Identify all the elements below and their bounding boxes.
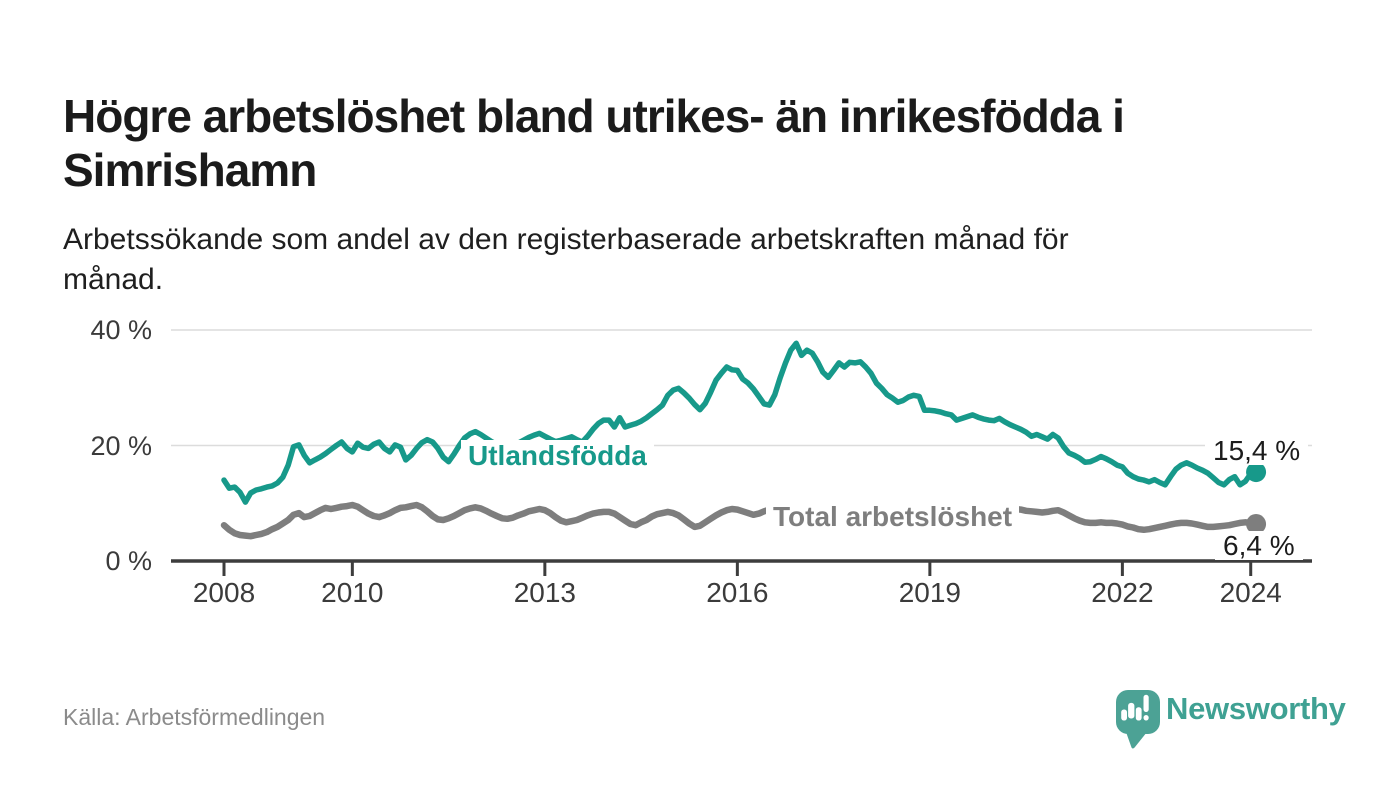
page-title: Högre arbetslöshet bland utrikes- än inr… xyxy=(63,89,1363,197)
x-tick-label: 2016 xyxy=(706,577,769,608)
source-note: Källa: Arbetsförmedlingen xyxy=(63,704,326,730)
y-tick-label: 20 % xyxy=(90,430,152,461)
series-label-utlandsfodda: Utlandsfödda xyxy=(461,440,654,472)
page-subtitle-line2: månad. xyxy=(63,263,164,296)
page-subtitle-line1: Arbetssökande som andel av den registerb… xyxy=(63,223,1069,256)
x-tick-label: 2019 xyxy=(898,577,962,608)
x-tick-label: 2010 xyxy=(321,577,384,608)
line-total-arbetsloshet xyxy=(220,501,1260,540)
page-subtitle: Arbetssökande som andel av den registerb… xyxy=(63,220,1363,300)
x-tick-label: 2008 xyxy=(192,577,256,608)
y-tick-label: 40 % xyxy=(90,315,152,345)
newsworthy-logo-text: Newsworthy xyxy=(1166,691,1346,726)
x-tick-label: 2022 xyxy=(1091,577,1154,608)
end-value-label-utlandsfodda: 15,4 % xyxy=(1205,436,1309,465)
newsworthy-logo-icon xyxy=(1116,690,1160,749)
line-utlandsfodda xyxy=(221,340,1259,505)
end-value-label-total: 6,4 % xyxy=(1215,531,1303,560)
page-title-line2: Simrishamn xyxy=(63,143,317,196)
x-tick-label: 2013 xyxy=(513,577,576,608)
x-tick-label: 2024 xyxy=(1219,577,1282,608)
series-label-total-arbetsloshet: Total arbetslöshet xyxy=(766,501,1020,533)
y-tick-label: 0 % xyxy=(105,546,152,576)
page-title-line1: Högre arbetslöshet bland utrikes- än inr… xyxy=(63,89,1125,142)
